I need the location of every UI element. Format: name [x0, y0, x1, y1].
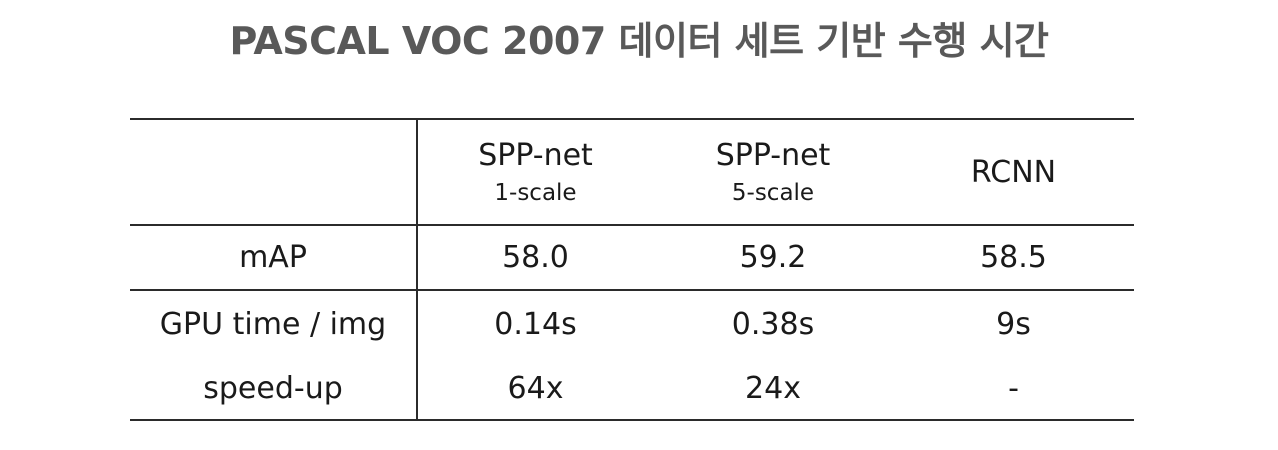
table-header-row: SPP-net 1-scale SPP-net 5-scale RCNN	[130, 118, 1134, 226]
header-spp-net-1-scale: SPP-net 1-scale	[417, 118, 653, 226]
cell-gpu-spp-1-scale: 0.14s	[494, 307, 577, 342]
header-method-name: RCNN	[970, 154, 1057, 190]
header-rcnn: RCNN	[893, 118, 1134, 226]
cell-speedup-spp-1-scale: 64x	[417, 358, 653, 421]
cell-speedup-spp-5-scale: 24x	[653, 358, 893, 421]
cell-speedup-rcnn: -	[893, 358, 1134, 421]
header-method-name: SPP-net	[478, 138, 593, 173]
table-row-map: mAP 58.0 59.2 58.5	[130, 225, 1134, 291]
header-method-name: SPP-net	[715, 138, 831, 173]
cell-gpu-rcnn: 9s	[996, 307, 1031, 342]
cell-map-spp-5-scale: 59.2	[653, 225, 893, 291]
cell-map-spp-1-scale: 58.0	[417, 225, 653, 291]
table-row-gpu-time: GPU time / img 0.14s 0.38s 9s	[130, 290, 1134, 358]
cell-gpu-spp-5-scale: 0.38s	[731, 307, 815, 342]
row-label-speed-up: speed-up	[130, 358, 418, 421]
results-table: SPP-net 1-scale SPP-net 5-scale RCNN mAP…	[130, 118, 1134, 421]
row-label-gpu-time: GPU time / img	[130, 290, 418, 358]
table-row-speed-up: speed-up 64x 24x -	[130, 358, 1134, 421]
cell-map-rcnn: 58.5	[893, 225, 1134, 291]
header-method-scale: 5-scale	[731, 180, 815, 206]
row-label-map: mAP	[130, 225, 418, 291]
header-method-scale: 1-scale	[494, 180, 577, 206]
slide-title: PASCAL VOC 2007 데이터 세트 기반 수행 시간	[229, 19, 1049, 63]
header-spp-net-5-scale: SPP-net 5-scale	[653, 118, 893, 226]
header-empty-cell	[130, 118, 418, 226]
